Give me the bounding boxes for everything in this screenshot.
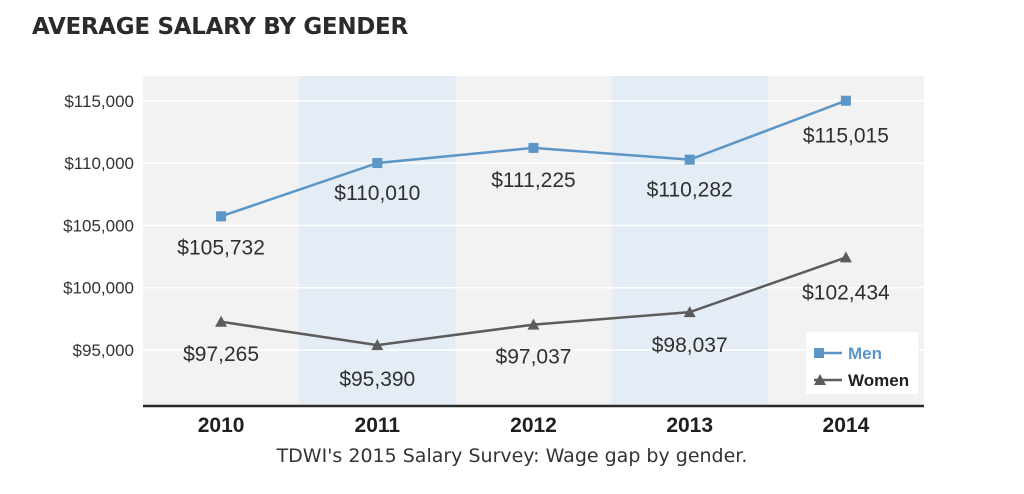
point-men-2012 [528, 142, 539, 153]
x-tick-label-2012: 2012 [510, 414, 557, 437]
y-tick-label: $100,000 [63, 279, 134, 298]
point-men-2013 [684, 154, 695, 165]
point-women-2013 [683, 306, 696, 318]
point-women-2010 [215, 315, 228, 327]
point-men-2011 [372, 158, 383, 169]
legend-label-men: Men [848, 344, 882, 363]
legend-label-women: Women [848, 371, 909, 390]
data-label-women-2010: $97,265 [183, 343, 259, 366]
data-label-men-2012: $111,225 [491, 169, 575, 192]
chart-title: AVERAGE SALARY BY GENDER [32, 14, 408, 40]
legend-marker-women [814, 374, 826, 385]
data-label-women-2014: $102,434 [802, 281, 890, 304]
point-men-2010 [216, 211, 227, 222]
point-women-2011 [371, 339, 384, 351]
plot-background [143, 76, 924, 406]
band-2011 [299, 76, 456, 406]
data-label-men-2014: $115,015 [803, 125, 889, 148]
point-women-2012 [527, 318, 540, 330]
figure-caption: TDWI's 2015 Salary Survey: Wage gap by g… [276, 445, 748, 467]
data-label-women-2011: $95,390 [339, 368, 415, 391]
data-label-men-2010: $105,732 [177, 236, 265, 259]
data-label-men-2013: $110,282 [647, 179, 733, 202]
y-tick-label: $105,000 [63, 216, 134, 235]
point-women-2014 [839, 251, 852, 263]
band-2013 [611, 76, 768, 406]
x-tick-label-2011: 2011 [355, 414, 401, 437]
data-label-men-2011: $110,010 [334, 182, 420, 205]
x-tick-label-2010: 2010 [198, 414, 245, 437]
x-tick-label-2014: 2014 [823, 414, 870, 437]
data-label-women-2013: $98,037 [652, 334, 728, 357]
legend-marker-men [814, 348, 824, 358]
y-tick-label: $110,000 [64, 154, 134, 173]
y-tick-label: $95,000 [73, 341, 134, 360]
x-tick-label-2013: 2013 [666, 414, 713, 437]
data-label-women-2012: $97,037 [496, 346, 572, 369]
point-men-2014 [840, 95, 851, 106]
y-tick-label: $115,000 [64, 92, 134, 111]
